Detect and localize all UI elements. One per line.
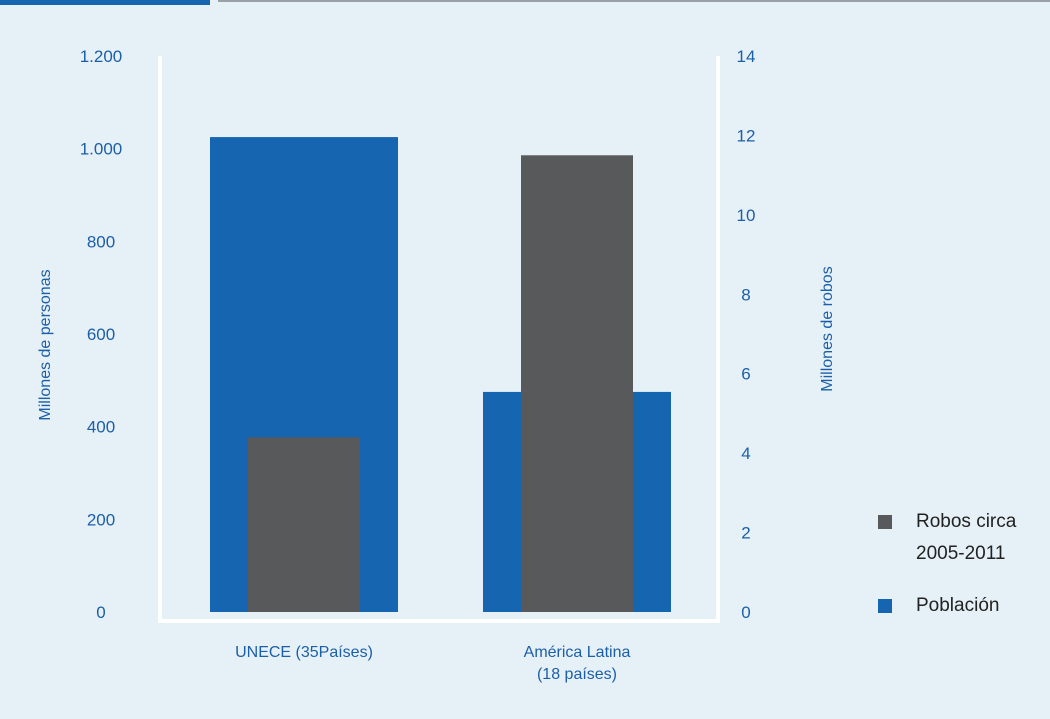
y-left-tick-label: 600 bbox=[87, 325, 115, 344]
bar-robos bbox=[248, 437, 360, 612]
y-right-tick-label: 14 bbox=[737, 47, 756, 66]
y-left-tick-label: 400 bbox=[87, 418, 115, 437]
y-left-tick-label: 200 bbox=[87, 510, 115, 529]
header-band bbox=[0, 0, 210, 5]
bar-robos bbox=[521, 155, 633, 613]
y-right-tick-label: 2 bbox=[741, 524, 750, 543]
header-line bbox=[218, 0, 1050, 2]
legend-label-robos: Robos circa 2005-2011 bbox=[916, 511, 1017, 564]
x-category-label: UNECE (35Países) bbox=[235, 644, 373, 661]
y-right-tick-label: 4 bbox=[741, 444, 750, 463]
y-right-tick-label: 6 bbox=[741, 365, 750, 384]
y-right-axis-title: Millones de robos bbox=[819, 266, 836, 391]
plot-frame bbox=[158, 56, 720, 623]
y-right-tick-label: 8 bbox=[741, 285, 750, 304]
legend-swatch-poblacion bbox=[878, 599, 892, 613]
y-left-tick-label: 0 bbox=[96, 603, 105, 622]
y-right-tick-label: 12 bbox=[737, 126, 756, 145]
y-right-tick-label: 10 bbox=[737, 206, 756, 225]
y-left-tick-label: 1.000 bbox=[80, 140, 123, 159]
y-left-tick-label: 1.200 bbox=[80, 47, 123, 66]
legend-swatch-robos bbox=[878, 515, 892, 529]
x-category-label: América Latina (18 países) bbox=[524, 644, 631, 683]
y-right-tick-label: 0 bbox=[741, 603, 750, 622]
y-left-axis-title: Millones de personas bbox=[37, 269, 54, 420]
y-left-tick-label: 800 bbox=[87, 232, 115, 251]
legend-label-poblacion: Población bbox=[916, 595, 999, 616]
